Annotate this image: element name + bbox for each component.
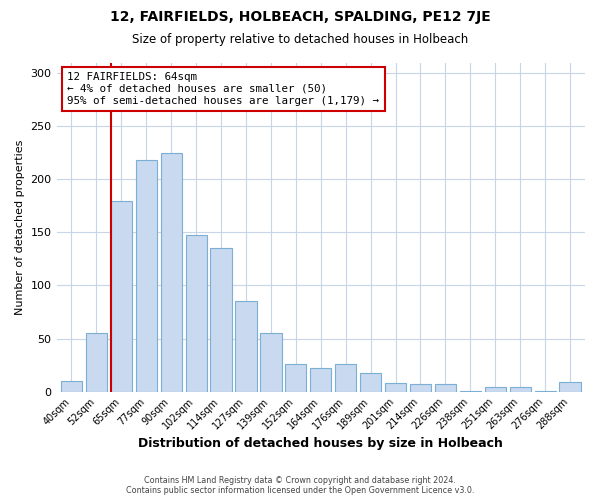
Bar [61, 381, 82, 392]
Bar [86, 334, 107, 392]
Text: 12 FAIRFIELDS: 64sqm
← 4% of detached houses are smaller (50)
95% of semi-detach: 12 FAIRFIELDS: 64sqm ← 4% of detached ho… [67, 72, 379, 106]
Bar [185, 234, 207, 392]
Bar [535, 390, 556, 392]
Bar [460, 390, 481, 392]
Bar [285, 364, 307, 392]
Bar [260, 334, 281, 392]
Bar [111, 200, 132, 392]
Bar [235, 302, 257, 392]
Bar [335, 364, 356, 392]
Bar [410, 384, 431, 392]
Bar [385, 383, 406, 392]
X-axis label: Distribution of detached houses by size in Holbeach: Distribution of detached houses by size … [139, 437, 503, 450]
Bar [435, 384, 456, 392]
Bar [310, 368, 331, 392]
Bar [559, 382, 581, 392]
Bar [136, 160, 157, 392]
Text: Contains HM Land Registry data © Crown copyright and database right 2024.
Contai: Contains HM Land Registry data © Crown c… [126, 476, 474, 495]
Bar [211, 248, 232, 392]
Bar [360, 372, 381, 392]
Text: Size of property relative to detached houses in Holbeach: Size of property relative to detached ho… [132, 32, 468, 46]
Bar [509, 388, 531, 392]
Bar [161, 153, 182, 392]
Y-axis label: Number of detached properties: Number of detached properties [15, 140, 25, 315]
Bar [485, 388, 506, 392]
Text: 12, FAIRFIELDS, HOLBEACH, SPALDING, PE12 7JE: 12, FAIRFIELDS, HOLBEACH, SPALDING, PE12… [110, 10, 490, 24]
